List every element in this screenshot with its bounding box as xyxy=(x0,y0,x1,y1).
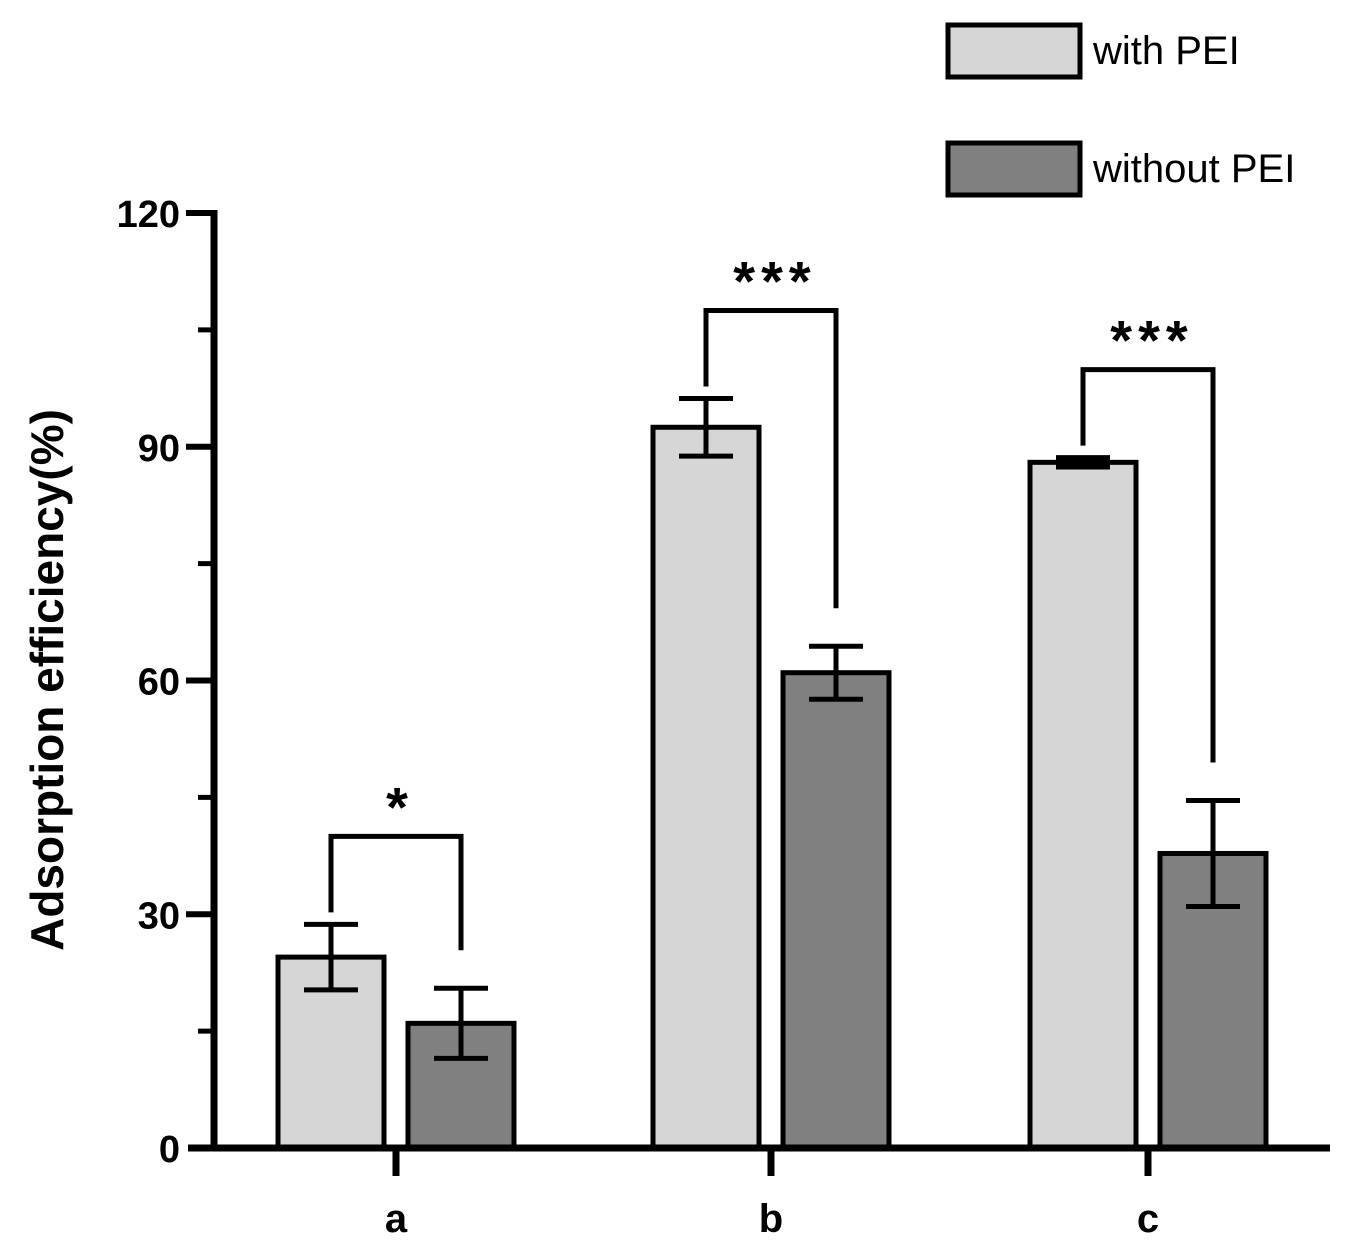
bar-chart: ******* 0306090120abc with PEIwithout PE… xyxy=(0,0,1348,1250)
legend-label-2: without PEI xyxy=(1092,147,1295,191)
legend-swatch-1 xyxy=(948,25,1080,77)
y-tick-label-60: 60 xyxy=(138,662,180,704)
legend-swatch-2 xyxy=(948,143,1080,195)
y-tick-label-30: 30 xyxy=(138,895,180,937)
legend-label-1: with PEI xyxy=(1092,29,1240,73)
x-tick-label-a: a xyxy=(385,1197,408,1241)
y-tick-label-90: 90 xyxy=(138,428,180,470)
y-tick-label-120: 120 xyxy=(117,194,180,236)
significance-label-c: *** xyxy=(1110,309,1193,372)
bar-b-series-1 xyxy=(653,427,759,1148)
legend: with PEI without PEI xyxy=(948,25,1295,195)
significance-label-b: *** xyxy=(733,249,816,312)
bar-b-series-2 xyxy=(783,673,889,1148)
x-tick-label-c: c xyxy=(1137,1197,1159,1241)
bar-c-series-1 xyxy=(1030,462,1136,1148)
significance-bracket-a xyxy=(331,836,461,950)
significance-label-a: * xyxy=(386,775,414,838)
x-tick-label-b: b xyxy=(759,1197,783,1241)
y-tick-label-0: 0 xyxy=(159,1129,180,1171)
bars-layer xyxy=(278,427,1266,1148)
y-axis-title: Adsorption efficiency(%) xyxy=(21,409,73,951)
